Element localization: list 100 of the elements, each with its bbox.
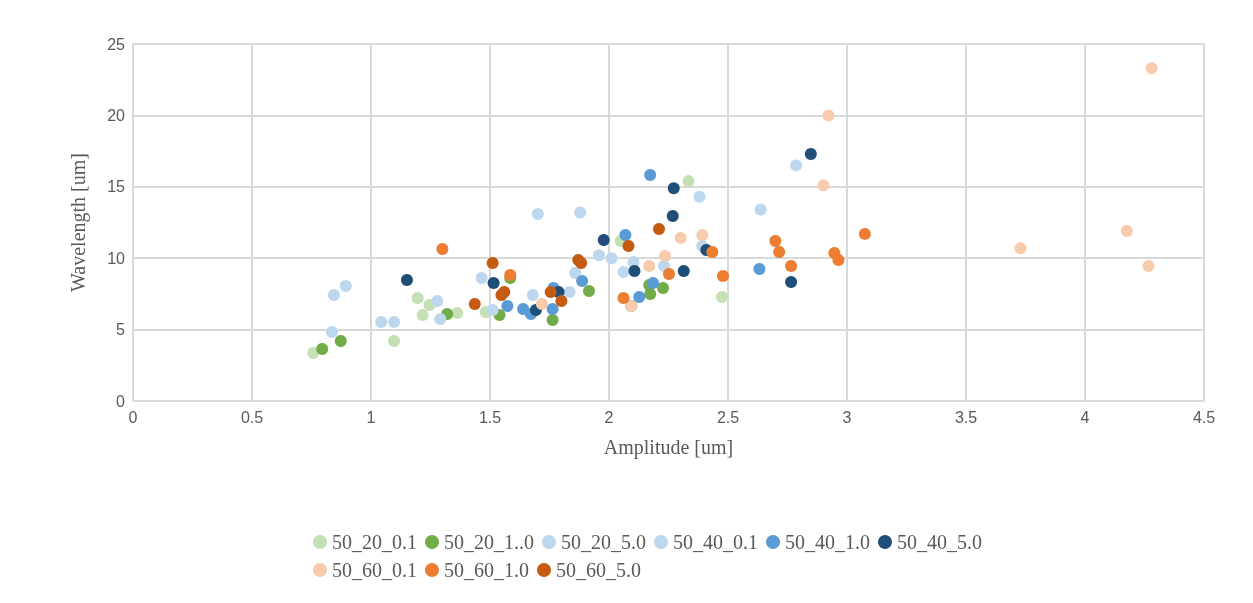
point [501,300,514,313]
point [375,316,388,329]
point [546,303,559,316]
legend-label: 50_40_0.1 [673,531,758,553]
point [325,326,338,339]
point [644,168,657,181]
point [652,223,665,236]
point [785,260,798,273]
point [451,307,464,320]
x-tick-label: 3.5 [954,408,978,426]
point [769,235,782,248]
point [316,343,329,356]
x-tick-label: 2.5 [716,408,740,426]
point [619,229,632,242]
point [667,182,680,195]
point [475,272,488,285]
point [327,289,340,302]
legend-label: 50_20_5.0 [561,531,646,553]
point [753,263,766,276]
point [858,227,871,240]
point [400,274,413,287]
point [574,206,587,219]
x-tick-label: 4.5 [1192,408,1216,426]
point [706,246,719,259]
point [696,229,709,242]
point [531,207,544,220]
point [334,335,347,348]
legend-label: 50_40_1.0 [785,531,870,553]
point [546,314,559,327]
x-tick-label: 2 [604,408,614,426]
point [388,316,401,329]
point [597,234,610,247]
point [416,309,429,322]
x-tick-label: 0.5 [240,408,264,426]
point [583,285,596,298]
legend-label: 50_60_1.0 [444,559,529,581]
point [804,147,817,160]
point [658,250,671,263]
point [431,295,444,308]
legend-label: 50_60_5.0 [556,559,641,581]
point [716,291,729,304]
x-tick-label: 1.5 [478,408,502,426]
y-tick-label: 0 [116,392,126,410]
point [628,265,641,278]
y-tick-label: 25 [107,35,126,53]
legend-label: 50_60_0.1 [332,559,417,581]
x-tick-label: 4 [1080,408,1090,426]
point [1145,62,1158,75]
point [468,298,481,311]
point [605,252,618,265]
y-axis-title: Wavelength [um] [67,153,90,292]
point [662,268,675,281]
point [434,313,447,326]
legend-label: 50_20_0.1 [332,531,417,553]
point [693,190,706,203]
y-tick-label: 15 [107,178,126,196]
point [773,246,786,259]
point [576,275,589,288]
x-tick-label: 3 [842,408,852,426]
point [682,175,695,188]
point [832,254,845,267]
point [822,109,835,122]
point [593,249,605,262]
x-tick-label: 0 [128,408,138,426]
point [526,289,539,302]
x-axis-title: Amplitude [um] [603,436,734,459]
point [617,292,630,305]
x-tick-label: 1 [366,408,376,426]
point [790,159,803,172]
point [544,286,557,299]
legend-label: 50_40_5.0 [897,531,982,553]
point [817,179,830,192]
point [647,277,660,290]
point [1142,260,1155,273]
point [1014,242,1027,255]
point [666,209,679,222]
point [785,276,798,289]
point [569,267,582,280]
point [535,298,548,311]
point [388,335,401,348]
point [339,280,352,293]
point [644,288,657,301]
point [622,240,635,253]
point [563,286,576,299]
point [617,266,630,279]
legend-label: 50_20_1..0 [444,531,534,553]
point [677,265,690,278]
point [717,270,729,283]
point [555,295,568,308]
point [643,260,656,273]
point [486,257,499,270]
point [1120,225,1133,238]
point [754,203,767,216]
point [411,292,424,305]
point [487,277,500,290]
y-tick-label: 5 [116,321,126,339]
y-tick-label: 10 [107,249,126,267]
point [307,347,320,360]
point [657,282,670,295]
y-tick-label: 20 [107,106,126,124]
